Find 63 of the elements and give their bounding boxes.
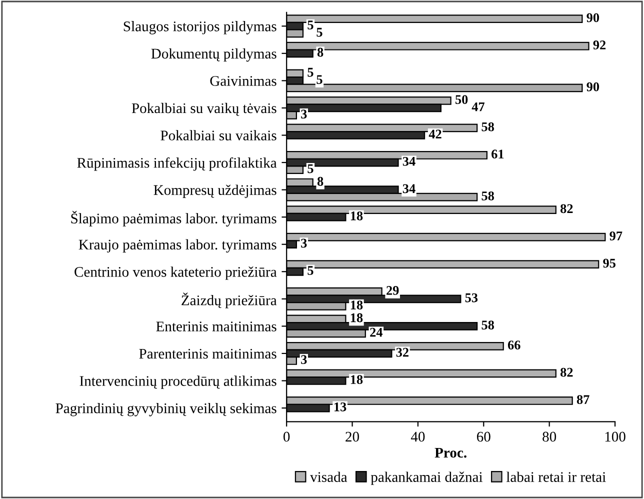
data-label: 92 [593,40,606,50]
y-tick-label: Rūpinimasis infekcijų profilaktika [77,157,277,171]
data-label: 13 [334,402,346,412]
data-label: 90 [586,82,600,92]
x-tick-label: 40 [410,432,425,442]
legend-label: labai retai ir retai [506,472,606,482]
legend-label: pakankamai dažnai [370,472,483,485]
data-label: 95 [603,258,616,268]
data-label: 8 [317,48,324,57]
y-tick-label: Žaizdų priežiūra [182,292,277,308]
y-tick-label: Slaugos istorijos pildymas [124,21,276,34]
data-label: 5 [308,68,314,77]
x-axis-title: Proc. [434,448,466,458]
data-label: 61 [492,150,504,159]
data-label: 34 [402,156,416,166]
legend-label: visada [310,472,348,482]
y-tick-label: Pokalbiai su vaikų tėvais [132,102,276,116]
data-label: 58 [482,122,494,132]
y-tick-label: Pokalbiai su vaikais [160,130,276,140]
data-label: 8 [317,176,324,186]
y-tick-label: Centrinio venos kateterio priežiūra [74,266,277,280]
data-label: 50 [455,95,468,104]
x-tick-label: 100 [605,432,626,442]
data-label: 34 [402,184,416,194]
data-label: 5 [316,75,322,84]
data-label: 90 [586,13,600,22]
data-label: 5 [308,164,314,174]
data-label: 58 [482,191,494,200]
data-label: 18 [350,375,363,384]
data-label: 18 [350,211,363,220]
data-label: 5 [308,20,314,30]
data-label: 87 [576,395,590,404]
data-label: 18 [350,300,363,310]
data-label: 97 [610,232,622,240]
x-tick-label: 60 [476,432,490,442]
data-label: 42 [428,130,442,138]
data-label: 5 [308,266,314,275]
data-label: 47 [472,102,485,112]
y-tick-label: Dokumentų pildymas [151,48,276,62]
data-label: 53 [465,293,478,302]
data-label: 3 [301,110,307,119]
y-tick-label: Kraujo paėmimas labor. tyrimams [78,239,276,253]
x-tick-label: 20 [346,432,360,442]
data-label: 32 [396,348,408,357]
data-label: 66 [508,340,520,350]
data-label: 24 [370,328,383,337]
y-tick-label: Gaivinimas [210,76,276,86]
x-tick-label: 80 [542,432,556,442]
data-label: 18 [350,313,363,322]
y-tick-label: Parenterinis maitinimas [139,348,276,359]
y-tick-label: Kompresų uždėjimas [154,184,276,198]
data-label: 3 [301,355,307,364]
y-tick-label: Intervencinių procedūrų atlikimas [80,376,276,389]
y-tick-label: Enterinis maitinimas [156,322,276,332]
data-label: 82 [560,368,573,377]
data-label: 3 [301,238,307,248]
x-tick-label: 0 [283,432,290,442]
data-label: 29 [386,286,399,295]
data-label: 58 [482,320,494,330]
data-label: 82 [560,204,573,214]
y-tick-label: Šlapimo paėmimas labor. tyrimams [71,210,276,226]
data-label: 5 [316,28,322,37]
y-tick-label: Pagrindinių gyvybinių veiklų sekimas [56,402,276,416]
